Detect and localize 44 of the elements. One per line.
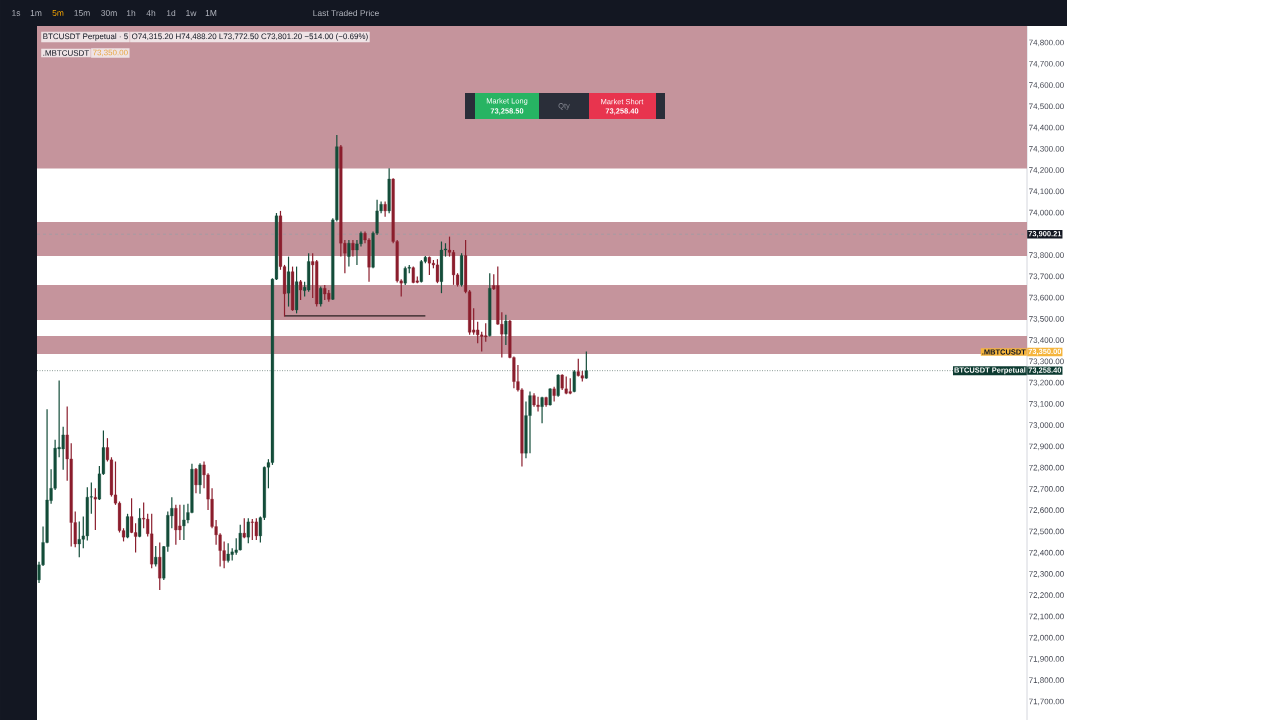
candlestick <box>484 322 488 343</box>
candlestick <box>150 513 154 569</box>
candlestick <box>295 266 299 314</box>
text: 1s <box>12 10 21 16</box>
candlestick <box>584 351 588 380</box>
candlestick <box>178 504 182 541</box>
candlestick <box>319 285 323 308</box>
candlestick <box>488 272 492 338</box>
text: 4h <box>146 9 156 17</box>
text: 1h <box>126 9 136 17</box>
candlestick <box>299 279 303 301</box>
text: 15m <box>74 10 90 16</box>
text: 1m <box>30 10 42 16</box>
candlestick <box>138 507 142 538</box>
candlestick <box>254 517 258 541</box>
candlestick <box>439 240 444 294</box>
candlestick <box>315 259 319 308</box>
candlestick <box>154 545 158 568</box>
text: 1M <box>205 10 217 16</box>
candlestick <box>77 520 81 558</box>
candlestick <box>556 373 560 398</box>
text: Last Traded Price <box>313 9 379 17</box>
candlestick <box>250 518 254 541</box>
candlestick <box>291 266 295 312</box>
text: 5m <box>52 10 64 16</box>
candlestick <box>286 256 291 308</box>
candlestick <box>403 266 407 286</box>
candlestick <box>307 252 311 293</box>
candlestick <box>238 524 242 552</box>
candlestick <box>572 369 576 393</box>
text: 1d <box>166 9 176 17</box>
candlestick <box>460 252 464 288</box>
text: 1w <box>186 10 197 16</box>
candlestick <box>246 517 250 544</box>
candlestick <box>435 258 439 284</box>
candlestick <box>419 259 423 284</box>
candlestick <box>126 513 130 539</box>
candlestick <box>242 517 246 539</box>
candlestick <box>536 396 540 413</box>
candlestick <box>93 487 97 531</box>
text: 30m <box>101 10 117 16</box>
candlestick <box>427 256 431 276</box>
candlestick <box>226 542 230 564</box>
candlestick <box>158 541 162 591</box>
